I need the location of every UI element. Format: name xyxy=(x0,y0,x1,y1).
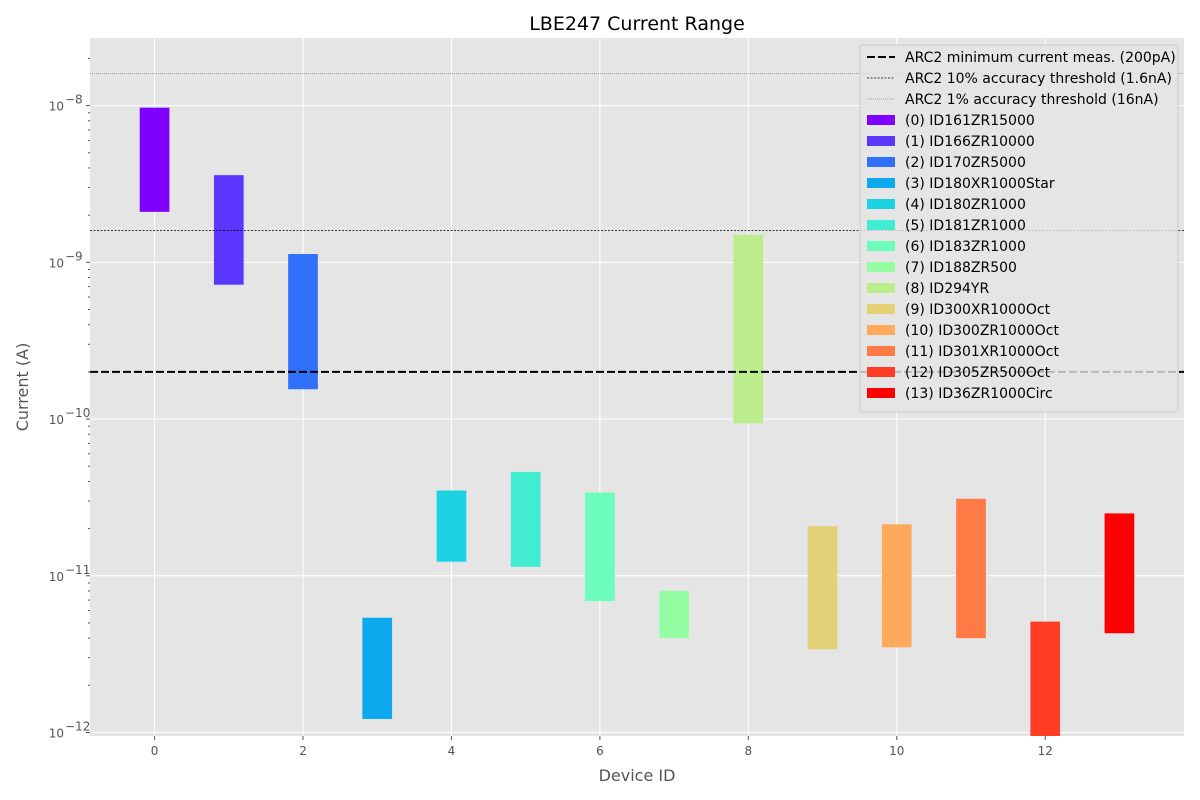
legend-label: (12) ID305ZR500Oct xyxy=(905,365,1051,381)
x-tick-label: 2 xyxy=(299,744,307,758)
legend-swatch xyxy=(867,283,895,293)
legend-swatch xyxy=(867,241,895,251)
chart-title: LBE247 Current Range xyxy=(529,13,745,35)
legend-label: (1) ID166ZR10000 xyxy=(905,134,1035,150)
y-tick-exponent: −8 xyxy=(65,93,83,107)
x-axis-ticks: 0 2 4 6 8 10 12 xyxy=(151,736,1053,758)
legend-swatch xyxy=(867,115,895,125)
x-tick-label: 10 xyxy=(889,744,904,758)
legend-swatch xyxy=(867,157,895,167)
range-bar-device-13 xyxy=(1104,513,1135,634)
range-bar-device-11 xyxy=(956,498,986,639)
legend-label: (13) ID36ZR1000Circ xyxy=(905,386,1053,402)
range-bar-device-3 xyxy=(362,617,393,719)
legend-label: (8) ID294YR xyxy=(905,281,989,297)
y-tick-exponent: −10 xyxy=(65,406,90,420)
x-tick-label: 0 xyxy=(151,744,159,758)
legend-swatch xyxy=(867,388,895,398)
x-tick-label: 6 xyxy=(596,744,604,758)
range-bar-device-5 xyxy=(510,471,541,567)
legend-swatch xyxy=(867,178,895,188)
legend-label: (10) ID300ZR1000Oct xyxy=(905,323,1059,339)
y-tick-label: 10 xyxy=(49,413,64,427)
range-bar-device-12 xyxy=(1030,621,1061,736)
legend-box xyxy=(859,44,1179,413)
legend-label: (5) ID181ZR1000 xyxy=(905,218,1026,234)
y-tick-exponent: −12 xyxy=(65,720,90,734)
legend-label: (3) ID180XR1000Star xyxy=(905,176,1055,192)
y-axis-label: Current (A) xyxy=(13,343,32,432)
x-axis-label: Device ID xyxy=(599,766,676,785)
legend-swatch xyxy=(867,136,895,146)
legend-label: (4) ID180ZR1000 xyxy=(905,197,1026,213)
range-bar-device-1 xyxy=(213,175,244,285)
legend-swatch xyxy=(867,304,895,314)
range-bar-device-4 xyxy=(436,490,467,562)
range-bars xyxy=(139,107,1135,736)
legend-swatch xyxy=(867,346,895,356)
y-tick-label: 10 xyxy=(49,256,64,270)
legend-swatch xyxy=(867,262,895,272)
range-bar-device-2 xyxy=(288,254,318,390)
range-bar-device-8 xyxy=(733,234,764,424)
y-tick-label: 10 xyxy=(49,727,64,741)
x-tick-label: 4 xyxy=(448,744,456,758)
legend-swatch xyxy=(867,220,895,230)
legend-label: ARC2 minimum current meas. (200pA) xyxy=(905,50,1176,66)
range-bar-device-7 xyxy=(659,590,689,639)
legend-label: (11) ID301XR1000Oct xyxy=(905,344,1059,360)
legend-swatch xyxy=(867,325,895,335)
legend-swatch xyxy=(867,199,895,209)
y-tick-exponent: −9 xyxy=(65,249,83,263)
legend-label: (0) ID161ZR15000 xyxy=(905,113,1035,129)
legend-label: (6) ID183ZR1000 xyxy=(905,239,1026,255)
legend-label: (9) ID300XR1000Oct xyxy=(905,302,1051,318)
range-bar-device-0 xyxy=(139,107,170,212)
y-tick-label: 10 xyxy=(49,100,64,114)
legend-label: ARC2 10% accuracy threshold (1.6nA) xyxy=(905,71,1172,87)
range-bar-device-10 xyxy=(881,524,912,648)
x-tick-label: 8 xyxy=(745,744,753,758)
range-bar-device-9 xyxy=(807,526,838,650)
legend-swatch xyxy=(867,367,895,377)
range-bar-device-6 xyxy=(585,492,615,602)
legend: ARC2 minimum current meas. (200pA) ARC2 1… xyxy=(859,44,1179,413)
legend-label: ARC2 1% accuracy threshold (16nA) xyxy=(905,92,1159,108)
legend-label: (2) ID170ZR5000 xyxy=(905,155,1026,171)
y-tick-exponent: −11 xyxy=(65,563,90,577)
legend-label: (7) ID188ZR500 xyxy=(905,260,1017,276)
y-tick-label: 10 xyxy=(49,570,64,584)
x-tick-label: 12 xyxy=(1038,744,1053,758)
